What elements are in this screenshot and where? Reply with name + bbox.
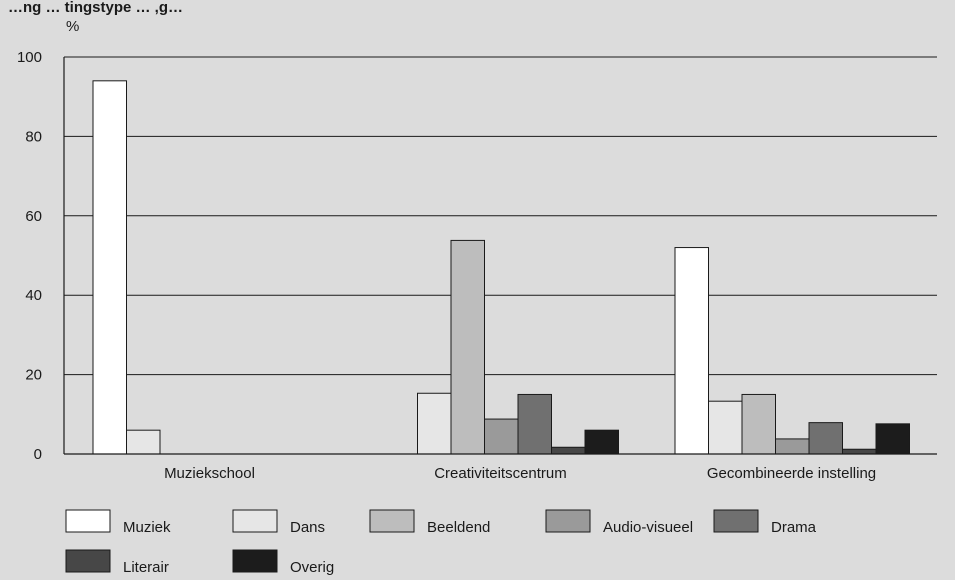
gridlines bbox=[64, 56, 937, 376]
legend-label-drama: Drama bbox=[771, 519, 817, 536]
legend-swatch-dans bbox=[232, 509, 278, 533]
chart-title: …ng … tingstype … ,g… bbox=[8, 0, 183, 16]
y-axis-unit-label: % bbox=[66, 18, 79, 35]
x-category-label-2: Gecombineerde instelling bbox=[707, 465, 876, 482]
bar-audio-visueel-1 bbox=[484, 418, 519, 455]
bar-dans-0 bbox=[126, 429, 161, 455]
y-tick-label-0: 0 bbox=[34, 446, 42, 463]
legend-swatch-literair bbox=[65, 549, 111, 573]
legend-label-dans: Dans bbox=[290, 519, 325, 536]
legend-swatch-drama bbox=[713, 509, 759, 533]
y-tick-label-60: 60 bbox=[25, 208, 42, 225]
legend-swatch-muziek bbox=[65, 509, 111, 533]
bar-overig-2 bbox=[875, 423, 910, 455]
y-tick-label-100: 100 bbox=[17, 49, 42, 66]
legend-label-literair: Literair bbox=[123, 559, 169, 576]
bar-muziek-2 bbox=[674, 247, 709, 455]
legend-label-muziek: Muziek bbox=[123, 519, 171, 536]
plot-area bbox=[64, 57, 937, 454]
y-tick-label-80: 80 bbox=[25, 128, 42, 145]
bar-dans-1 bbox=[417, 392, 452, 455]
legend-label-audio-visueel: Audio-visueel bbox=[603, 519, 693, 536]
x-category-label-0: Muziekschool bbox=[164, 465, 255, 482]
bar-audio-visueel-2 bbox=[775, 438, 810, 455]
y-tick-label-20: 20 bbox=[25, 367, 42, 384]
bar-drama-2 bbox=[808, 422, 843, 455]
bar-drama-1 bbox=[517, 393, 552, 455]
y-tick-label-40: 40 bbox=[25, 287, 42, 304]
bar-dans-2 bbox=[708, 400, 743, 455]
bar-literair-1 bbox=[551, 446, 586, 455]
bar-muziek-0 bbox=[92, 80, 127, 455]
bar-beeldend-2 bbox=[741, 393, 776, 455]
y-axis-tick-labels: 0 20 40 60 80 100 bbox=[17, 49, 42, 463]
bar-overig-1 bbox=[584, 429, 619, 455]
legend-swatch-overig bbox=[232, 549, 278, 573]
bar-literair-2 bbox=[842, 448, 877, 455]
legend-label-beeldend: Beeldend bbox=[427, 519, 490, 536]
bars bbox=[92, 80, 910, 455]
legend-swatch-beeldend bbox=[369, 509, 415, 533]
x-axis-category-labels: Muziekschool Creativiteitscentrum Gecombin… bbox=[164, 465, 876, 482]
x-category-label-1: Creativiteitscentrum bbox=[434, 465, 567, 482]
bar-beeldend-1 bbox=[450, 239, 485, 455]
legend-swatch-audio-visueel bbox=[545, 509, 591, 533]
legend-label-overig: Overig bbox=[290, 559, 334, 576]
legend: Muziek Dans Beeldend Audio-visueel Drama Lite… bbox=[65, 509, 817, 576]
